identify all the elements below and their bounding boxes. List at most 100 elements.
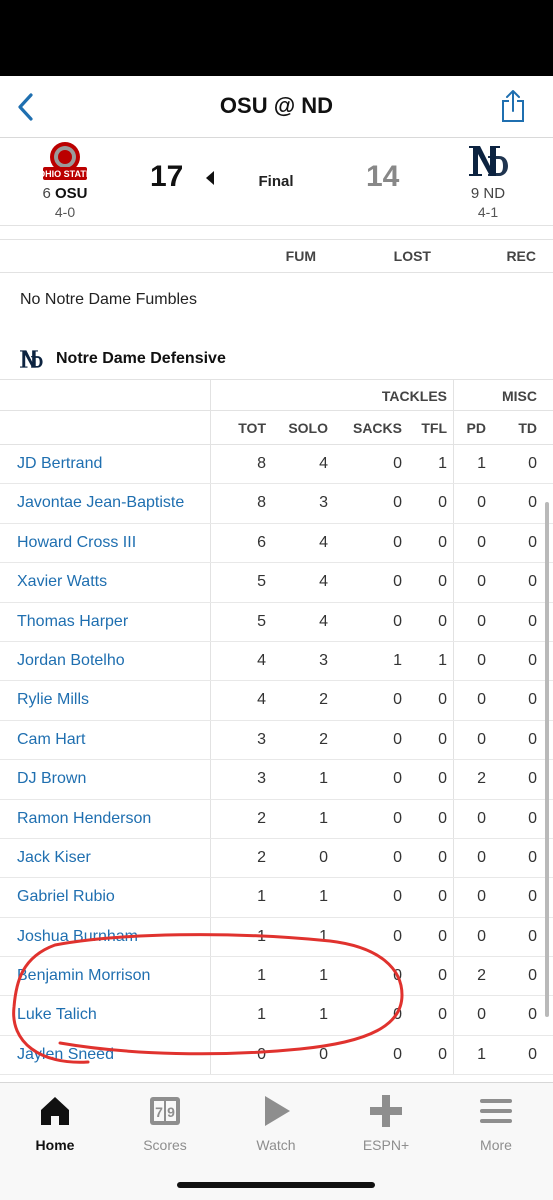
table-column-header: TOT SOLO SACKS TFL PD TD — [0, 411, 553, 445]
player-link[interactable]: Cam Hart — [17, 730, 86, 748]
player-link[interactable]: Jordan Botelho — [17, 651, 125, 669]
table-row: Ramon Henderson 2 1 0 0 0 0 — [0, 799, 553, 839]
sacks-value: 0 — [393, 691, 402, 709]
td-value: 0 — [528, 927, 537, 945]
group-divider — [453, 380, 454, 410]
pd-column[interactable]: PD — [466, 420, 486, 436]
solo-value: 1 — [319, 888, 328, 906]
away-team[interactable]: OHIO STATE 6 OSU 4-0 — [20, 140, 110, 220]
column-divider — [453, 917, 454, 957]
column-divider — [453, 799, 454, 838]
player-link[interactable]: DJ Brown — [17, 770, 87, 788]
player-link[interactable]: Thomas Harper — [17, 612, 129, 630]
player-link[interactable]: Javontae Jean-Baptiste — [17, 494, 185, 512]
td-value: 0 — [528, 691, 537, 709]
tab-scores[interactable]: 7 9 Scores — [115, 1093, 215, 1153]
pd-value: 0 — [477, 612, 486, 630]
home-indicator — [177, 1182, 375, 1188]
column-divider — [453, 445, 454, 484]
scrollbar[interactable] — [545, 502, 549, 1017]
solo-value: 2 — [319, 730, 328, 748]
tab-home[interactable]: Home — [5, 1093, 105, 1153]
tfl-value: 1 — [438, 651, 447, 669]
td-column[interactable]: TD — [518, 420, 537, 436]
table-row: Howard Cross III 6 4 0 0 0 0 — [0, 523, 553, 564]
tfl-value: 0 — [438, 494, 447, 512]
fumbles-empty-note: No Notre Dame Fumbles — [20, 291, 197, 308]
pd-value: 0 — [477, 651, 486, 669]
notre-dame-logo-icon — [469, 146, 508, 176]
share-button[interactable] — [495, 86, 531, 126]
tot-value: 4 — [257, 691, 266, 709]
player-link[interactable]: Jaylen Sneed — [17, 1045, 114, 1063]
table-group-header: TACKLES MISC — [0, 379, 553, 411]
table-row: Joshua Burnham 1 1 0 0 0 0 — [0, 917, 553, 958]
rec-column: REC — [506, 248, 536, 264]
player-link[interactable]: Luke Talich — [17, 1006, 97, 1024]
name-column-spacer — [0, 411, 211, 444]
game-status: Final — [258, 173, 294, 190]
table-row: Luke Talich 1 1 0 0 0 0 — [0, 996, 553, 1036]
play-icon — [265, 1096, 290, 1126]
tab-watch[interactable]: Watch — [226, 1093, 326, 1153]
tot-value: 4 — [257, 651, 266, 669]
solo-value: 1 — [319, 770, 328, 788]
player-name-cell: DJ Brown — [0, 760, 211, 799]
player-link[interactable]: Jack Kiser — [17, 848, 91, 866]
column-divider — [453, 720, 454, 760]
scoreboard-icon: 7 9 — [150, 1097, 180, 1125]
fumbles-header: FUM LOST REC — [0, 239, 553, 273]
sacks-value: 0 — [393, 809, 402, 827]
player-name-cell: Jack Kiser — [0, 838, 211, 878]
column-divider — [453, 602, 454, 641]
svg-text:OHIO STATE: OHIO STATE — [41, 169, 89, 179]
home-score: 14 — [366, 160, 400, 193]
table-row: Rylie Mills 4 2 0 0 0 0 — [0, 681, 553, 721]
player-name-cell: Howard Cross III — [0, 523, 211, 563]
solo-value: 2 — [319, 691, 328, 709]
table-row: JD Bertrand 8 4 0 1 1 0 — [0, 445, 553, 485]
column-divider — [453, 563, 454, 602]
player-link[interactable]: Ramon Henderson — [17, 809, 152, 827]
svg-text:7: 7 — [155, 1104, 163, 1120]
tot-column[interactable]: TOT — [238, 420, 266, 436]
sacks-value: 0 — [393, 730, 402, 748]
player-link[interactable]: Xavier Watts — [17, 573, 108, 591]
tfl-column[interactable]: TFL — [421, 420, 447, 436]
box-score-content[interactable]: FUM LOST REC No Notre Dame Fumbles Notre… — [0, 227, 553, 1082]
player-link[interactable]: Gabriel Rubio — [17, 888, 115, 906]
td-value: 0 — [528, 1006, 537, 1024]
tab-label: ESPN+ — [362, 1137, 410, 1153]
tfl-value: 0 — [438, 1045, 447, 1063]
solo-column[interactable]: SOLO — [288, 420, 328, 436]
tab-more[interactable]: More — [446, 1093, 546, 1153]
column-divider — [453, 641, 454, 681]
section-title: Notre Dame Defensive — [56, 350, 226, 367]
sacks-column[interactable]: SACKS — [352, 420, 402, 436]
player-link[interactable]: Joshua Burnham — [17, 927, 138, 945]
player-link[interactable]: Benjamin Morrison — [17, 967, 151, 985]
pd-value: 0 — [477, 927, 486, 945]
player-link[interactable]: JD Bertrand — [17, 455, 103, 472]
player-link[interactable]: Howard Cross III — [17, 533, 137, 551]
pd-value: 2 — [477, 967, 486, 985]
sacks-value: 0 — [393, 770, 402, 788]
home-team[interactable]: 9 ND 4-1 — [443, 140, 533, 220]
defense-section-header: Notre Dame Defensive — [18, 345, 226, 373]
home-team-label: 9 ND — [470, 185, 506, 202]
pd-value: 0 — [477, 888, 486, 906]
player-name-cell: Javontae Jean-Baptiste — [0, 484, 211, 523]
tot-value: 5 — [257, 573, 266, 591]
misc-group-label: MISC — [502, 388, 537, 404]
svg-text:9: 9 — [167, 1104, 175, 1120]
tab-espn-plus[interactable]: ESPN+ — [336, 1093, 436, 1153]
tot-value: 6 — [257, 533, 266, 551]
column-divider — [453, 523, 454, 563]
tot-value: 2 — [257, 848, 266, 866]
td-value: 0 — [528, 809, 537, 827]
navigation-bar: OSU @ ND — [0, 76, 553, 138]
player-link[interactable]: Rylie Mills — [17, 691, 89, 709]
pd-value: 1 — [477, 1045, 486, 1063]
back-button[interactable] — [8, 88, 44, 126]
column-divider — [453, 411, 454, 444]
